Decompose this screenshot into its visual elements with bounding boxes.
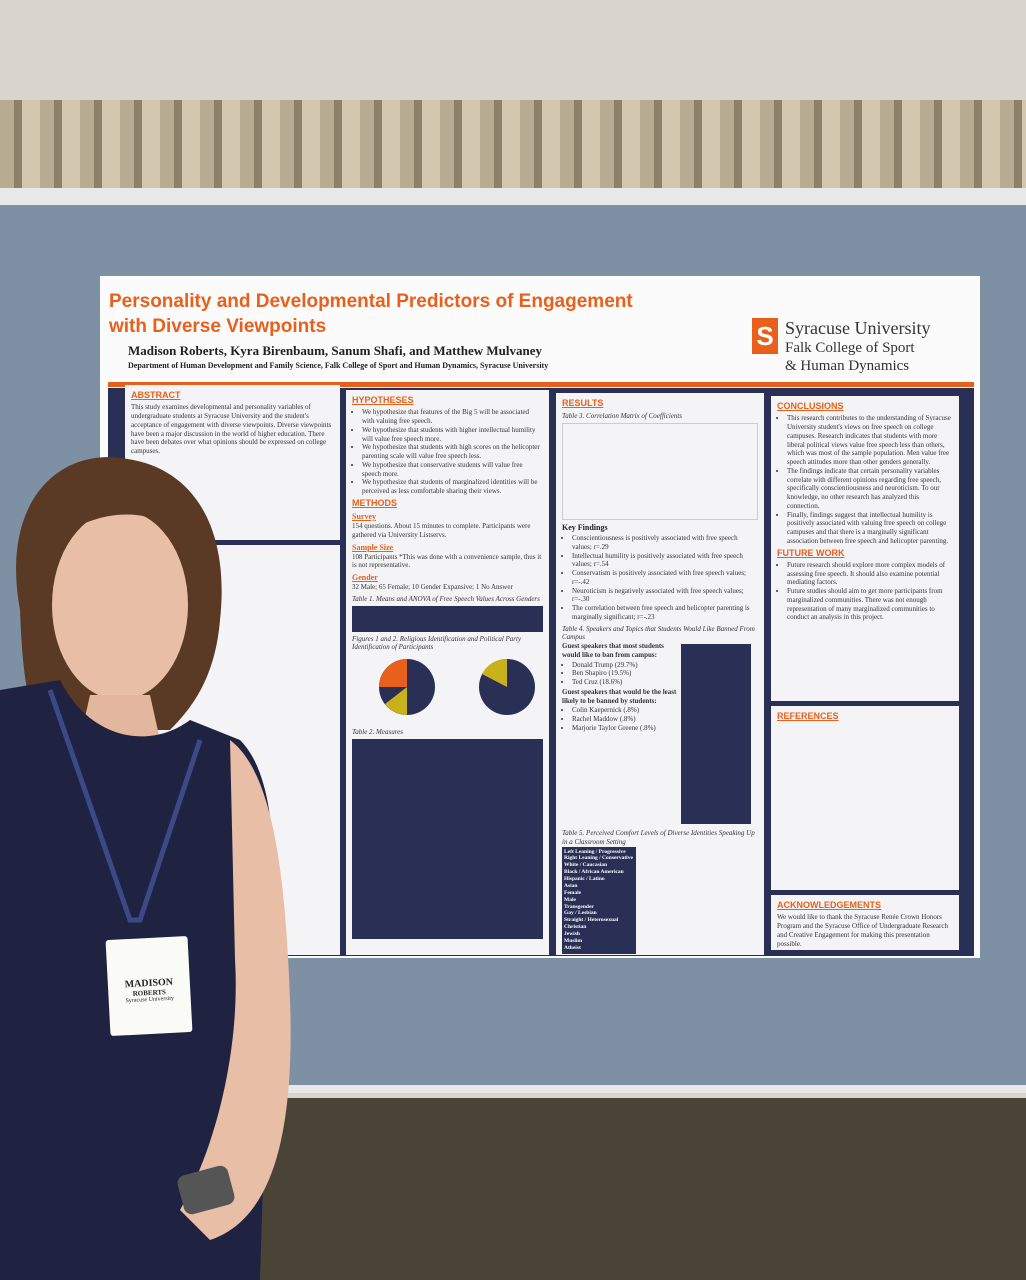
text: 108 Participants *This was done with a c…	[352, 552, 542, 570]
logo-line: Falk College of Sport	[785, 340, 915, 356]
subheading: Survey	[352, 512, 376, 521]
table-row-label: Right Leaning / Conservative	[564, 855, 633, 862]
heading: ACKNOWLEDGEMENTS	[777, 900, 881, 910]
table-row-label: Gay / Lesbian	[564, 910, 597, 917]
table-row-label: Straight / Heterosexual	[564, 917, 619, 924]
table-row-label: Asian	[564, 882, 578, 889]
authors: Madison Roberts, Kyra Birenbaum, Sanum S…	[128, 343, 542, 358]
list-item: We hypothesize that features of the Big …	[362, 408, 543, 426]
text: This study examines developmental and pe…	[131, 403, 332, 455]
heading: REFERENCES	[777, 711, 839, 721]
list-item: Neuroticism is negatively associated wit…	[572, 587, 758, 605]
list-item: We hypothesize that students with high s…	[362, 443, 543, 461]
references: REFERENCES	[771, 706, 959, 890]
text: We would like to thank the Syracuse René…	[777, 913, 948, 948]
heading: FUTURE WORK	[777, 547, 845, 558]
table-row-label: Muslim	[564, 937, 583, 944]
table	[562, 423, 758, 520]
table-row-label: Hispanic / Latino	[564, 876, 605, 882]
caption: Table 4. Speakers and Topics that Studen…	[562, 624, 755, 642]
heading: ABSTRACT	[131, 390, 181, 400]
list-item: Conservatism is positively associated wi…	[572, 569, 758, 587]
caption: Figures 1 and 2. Religious Identificatio…	[352, 634, 522, 652]
list-item: We hypothesize that conservative student…	[362, 461, 543, 479]
pie-figures	[379, 658, 535, 715]
list-item: The correlation between free speech and …	[572, 604, 758, 622]
list: We hypothesize that features of the Big …	[352, 408, 543, 496]
table-row-label: Left Leaning / Progressive	[564, 848, 626, 855]
logo-mark: S	[752, 318, 778, 354]
table-row-label: White / Caucasian	[564, 862, 608, 869]
rule	[108, 382, 974, 387]
table-row-label: Female	[564, 889, 582, 896]
list-item: Rachel Maddow (.8%)	[572, 715, 677, 724]
heading: METHODS	[352, 497, 397, 508]
text: 32 Male; 65 Female; 10 Gender Expansive;…	[352, 583, 513, 591]
column-2: HYPOTHESES We hypothesize that features …	[346, 390, 549, 955]
table-row-label: Transgender	[564, 903, 594, 910]
list: Conscientiousness is positively associat…	[562, 534, 758, 622]
caption: Table 1. Means and ANOVA of Free Speech …	[352, 594, 540, 603]
table	[352, 738, 543, 939]
acknowledgements: ACKNOWLEDGEMENTS We would like to thank …	[771, 895, 959, 950]
list: Colin Kaepernick (.8%)Rachel Maddow (.8%…	[562, 706, 677, 732]
logo-name: Syracuse University	[785, 318, 931, 338]
table: Left Leaning / Progressive Right Leaning …	[562, 846, 636, 954]
list-item: Future research should explore more comp…	[787, 561, 953, 587]
table	[352, 605, 543, 632]
heading: CONCLUSIONS	[777, 401, 844, 411]
table-row-label: Male	[564, 896, 576, 903]
list-item: We hypothesize that students of marginal…	[362, 478, 543, 496]
list-item: Future studies should aim to get more pa…	[787, 587, 953, 622]
list-item: Intellectual humility is positively asso…	[572, 552, 758, 570]
subheading: Gender	[352, 573, 378, 582]
table	[681, 644, 751, 824]
caption: Table 3. Correlation Matrix of Coefficie…	[562, 412, 683, 421]
list: This research contributes to the underst…	[777, 414, 953, 545]
affiliation: Department of Human Development and Fami…	[128, 361, 549, 370]
list: Future research should explore more comp…	[777, 561, 953, 622]
list-item: Marjorie Taylor Greene (.8%)	[572, 724, 677, 733]
text: Guest speakers that would be the least l…	[562, 687, 677, 705]
person	[0, 457, 291, 1280]
list-item: The findings indicate that certain perso…	[787, 467, 953, 511]
name-badge: MADISON ROBERTS Syracuse University	[105, 935, 193, 1037]
table-row-label: Black / African American	[564, 869, 624, 876]
caption: Table 2. Measures	[352, 727, 404, 736]
list: Donald Trump (29.7%)Ben Shapiro (19.5%)T…	[562, 661, 677, 687]
subheading: Sample Size	[352, 542, 394, 552]
caption: Table 5. Perceived Comfort Levels of Div…	[562, 829, 755, 846]
table-row-label: Christian	[564, 924, 587, 931]
list-item: Conscientiousness is positively associat…	[572, 534, 758, 552]
column-3: RESULTS Table 3. Correlation Matrix of C…	[556, 393, 764, 955]
list-item: This research contributes to the underst…	[787, 414, 953, 467]
poster-title: Personality and Developmental Predictors…	[109, 291, 633, 337]
list-item: Donald Trump (29.7%)	[572, 661, 677, 670]
abstract: ABSTRACT This study examines development…	[125, 385, 340, 540]
text: Guest speakers that most students would …	[562, 642, 664, 659]
list-item: Ben Shapiro (19.5%)	[572, 669, 677, 678]
heading: RESULTS	[562, 398, 604, 408]
conclusions: CONCLUSIONS This research contributes to…	[771, 396, 959, 701]
text: 154 questions. About 15 minutes to compl…	[352, 522, 531, 539]
table-row-label: Jewish	[564, 931, 580, 937]
list-item: Colin Kaepernick (.8%)	[572, 706, 677, 715]
list-item: Finally, findings suggest that intellect…	[787, 511, 953, 546]
logo-line: & Human Dynamics	[785, 358, 910, 374]
list-item: Ted Cruz (18.6%)	[572, 678, 677, 687]
table-row-label: Atheist	[564, 944, 581, 951]
subheading: Key Findings	[562, 523, 608, 532]
list-item: We hypothesize that students with higher…	[362, 426, 543, 444]
heading: HYPOTHESES	[352, 395, 414, 405]
